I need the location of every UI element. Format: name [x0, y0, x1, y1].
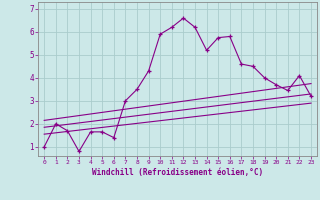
X-axis label: Windchill (Refroidissement éolien,°C): Windchill (Refroidissement éolien,°C): [92, 168, 263, 177]
